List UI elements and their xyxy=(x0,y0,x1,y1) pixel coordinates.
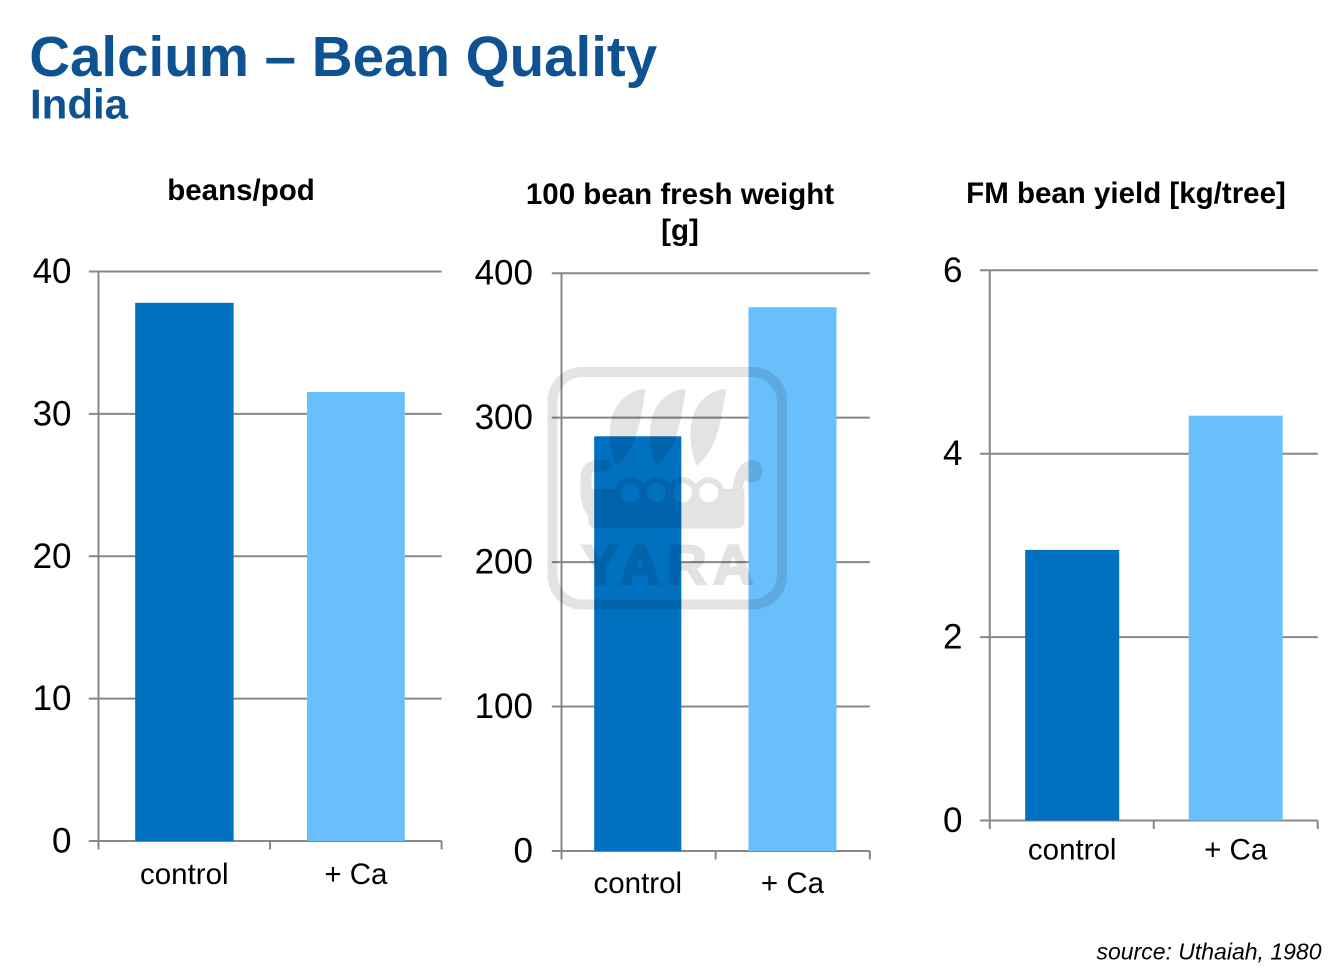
svg-text:+ Ca: + Ca xyxy=(761,867,825,900)
svg-text:Calcium – Bean Quality: Calcium – Bean Quality xyxy=(29,25,658,88)
svg-text:30: 30 xyxy=(33,394,72,433)
svg-text:0: 0 xyxy=(52,822,71,861)
svg-text:100: 100 xyxy=(475,687,533,726)
svg-text:control: control xyxy=(1028,833,1117,866)
svg-text:40: 40 xyxy=(33,252,72,291)
svg-text:0: 0 xyxy=(943,801,962,840)
svg-text:+ Ca: + Ca xyxy=(324,858,388,891)
svg-text:100 bean fresh weight: 100 bean fresh weight xyxy=(526,178,834,211)
svg-text:10: 10 xyxy=(33,679,72,718)
svg-text:control: control xyxy=(140,858,229,891)
svg-text:300: 300 xyxy=(475,398,533,437)
svg-text:4: 4 xyxy=(943,434,962,473)
svg-text:2: 2 xyxy=(943,618,962,657)
svg-text:India: India xyxy=(30,80,129,127)
svg-text:20: 20 xyxy=(33,537,72,576)
svg-text:+ Ca: + Ca xyxy=(1204,833,1268,866)
svg-text:source: Uthaiah, 1980: source: Uthaiah, 1980 xyxy=(1096,938,1321,964)
svg-text:200: 200 xyxy=(475,543,533,582)
svg-text:control: control xyxy=(594,867,683,900)
svg-text:0: 0 xyxy=(514,832,533,871)
svg-text:beans/pod: beans/pod xyxy=(167,174,315,207)
svg-text:FM bean yield [kg/tree]: FM bean yield [kg/tree] xyxy=(966,177,1286,210)
svg-text:6: 6 xyxy=(943,251,962,290)
svg-text:YARA: YARA xyxy=(581,533,759,596)
svg-text:[g]: [g] xyxy=(661,214,699,247)
svg-text:400: 400 xyxy=(475,254,533,293)
